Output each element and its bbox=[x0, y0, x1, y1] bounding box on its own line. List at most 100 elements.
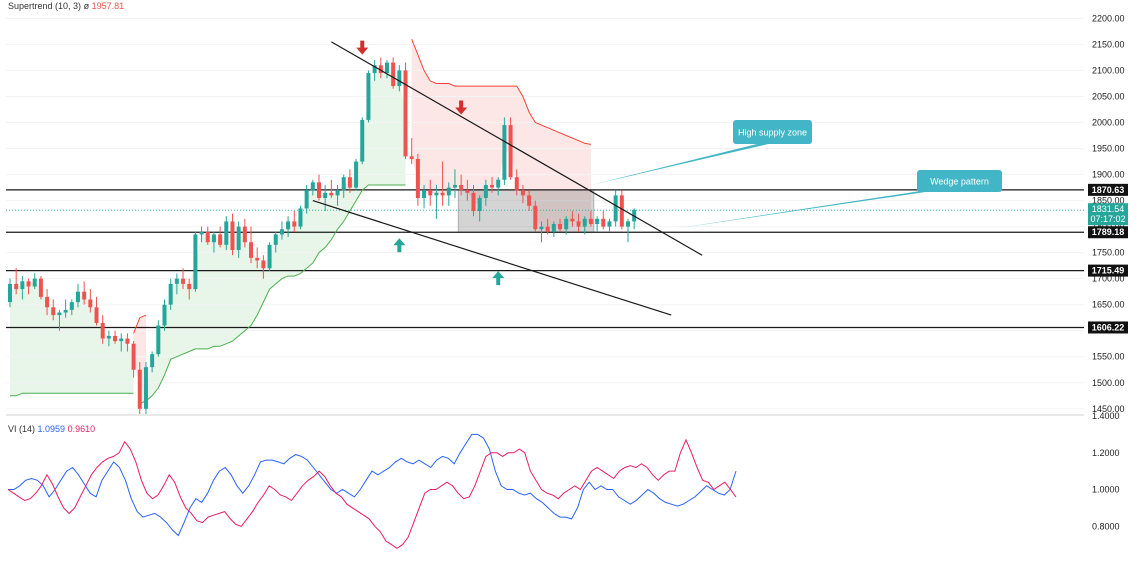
candle-body bbox=[224, 221, 229, 245]
candle-body bbox=[205, 231, 210, 243]
supertrend-line bbox=[411, 39, 591, 145]
sell-arrow-icon bbox=[455, 100, 468, 115]
supertrend-fill bbox=[133, 315, 146, 390]
vi-plus-line bbox=[8, 433, 737, 537]
candle-body bbox=[323, 192, 328, 198]
vi-minus-legend-value: 0.9610 bbox=[67, 424, 96, 434]
callout-text: High supply zone bbox=[738, 128, 807, 138]
candle-body bbox=[520, 190, 525, 196]
candle-body bbox=[310, 182, 315, 191]
supertrend-fill bbox=[139, 67, 406, 404]
candle-body bbox=[51, 307, 56, 316]
candle-body bbox=[619, 195, 624, 227]
supertrend-legend-value: 1957.81 bbox=[91, 1, 125, 11]
supertrend-line bbox=[133, 314, 147, 334]
vi-tick-label: 1.0000 bbox=[1092, 485, 1120, 495]
candle-body bbox=[187, 283, 192, 290]
price-tick-label: 2050.00 bbox=[1092, 91, 1125, 101]
candle-body bbox=[446, 187, 451, 196]
candle-body bbox=[255, 257, 260, 261]
candle-body bbox=[75, 291, 80, 303]
countdown-label: 07:17:02 bbox=[1090, 214, 1125, 224]
supertrend-line bbox=[10, 392, 134, 397]
candle-body bbox=[533, 205, 538, 230]
candle-body bbox=[366, 73, 371, 120]
candle-body bbox=[304, 190, 309, 209]
vi-tick-label: 0.8000 bbox=[1092, 521, 1120, 531]
level-tag bbox=[1088, 264, 1128, 277]
candle-body bbox=[162, 304, 167, 326]
callout-pointer bbox=[590, 142, 777, 185]
consolidation-zone bbox=[457, 189, 595, 233]
candle-body bbox=[595, 218, 600, 225]
consolidation-box-layer bbox=[457, 189, 595, 233]
vi-plus-legend-value: 1.0959 bbox=[37, 424, 66, 434]
candle-body bbox=[45, 296, 50, 308]
vi-legend[interactable]: VI (14) 1.0959 0.9610 bbox=[8, 424, 95, 434]
supertrend-layer bbox=[10, 39, 591, 405]
candle-body bbox=[113, 335, 118, 342]
candle-body bbox=[490, 184, 495, 188]
wedge-line bbox=[331, 41, 703, 256]
last-price-tag bbox=[1088, 203, 1128, 226]
candle-body bbox=[613, 195, 618, 222]
candle-body bbox=[514, 177, 519, 191]
supertrend-legend-name: Supertrend (10, 3) bbox=[8, 1, 82, 11]
candle-body bbox=[483, 184, 488, 198]
candle-body bbox=[564, 218, 569, 230]
horizontal-levels-layer bbox=[6, 189, 1084, 329]
candle-body bbox=[545, 226, 550, 232]
candle-body bbox=[236, 226, 241, 251]
level-tag-label: 1606.22 bbox=[1092, 322, 1125, 332]
candle-body bbox=[391, 62, 396, 87]
callouts-layer: High supply zone Wedge pattern bbox=[590, 120, 1002, 230]
candle-body bbox=[181, 278, 186, 284]
candle-body bbox=[317, 182, 321, 198]
candle-body bbox=[607, 221, 612, 227]
candle-body bbox=[471, 192, 476, 211]
grid-layer bbox=[6, 17, 1084, 416]
candle-body bbox=[452, 184, 457, 188]
price-tick-label: 2000.00 bbox=[1092, 118, 1125, 128]
candle-body bbox=[576, 221, 581, 227]
wedge-lines-layer bbox=[312, 41, 703, 316]
candle-body bbox=[539, 226, 544, 230]
supertrend-legend[interactable]: Supertrend (10, 3) ø 1957.81 bbox=[8, 1, 124, 11]
vi-tick-label: 1.4000 bbox=[1092, 411, 1120, 421]
candle-body bbox=[558, 224, 563, 230]
candle-body bbox=[106, 335, 111, 339]
candle-body bbox=[63, 309, 68, 313]
sell-arrow-icon bbox=[356, 40, 369, 55]
candle-body bbox=[32, 278, 37, 287]
supertrend-fill-layer bbox=[10, 39, 591, 404]
callout-pointer bbox=[671, 190, 939, 230]
candle-body bbox=[508, 125, 513, 178]
buy-arrow-icon bbox=[492, 271, 505, 286]
price-tick-label: 1550.00 bbox=[1092, 352, 1125, 362]
candle-body bbox=[242, 226, 247, 243]
candle-body bbox=[38, 278, 43, 297]
candle-body bbox=[26, 281, 31, 287]
price-tick-label: 1700.00 bbox=[1092, 274, 1125, 284]
callout-box[interactable] bbox=[733, 120, 812, 144]
vi-minus-line bbox=[7, 438, 737, 549]
candle-body bbox=[347, 177, 352, 188]
candle-body bbox=[527, 195, 532, 206]
candle-body bbox=[434, 192, 439, 196]
level-tag bbox=[1088, 183, 1128, 196]
candle-body bbox=[199, 231, 204, 235]
callout-text: Wedge pattern bbox=[930, 177, 989, 187]
vi-legend-name: VI (14) bbox=[8, 424, 36, 434]
candle-body bbox=[193, 234, 198, 290]
supertrend-fill bbox=[10, 282, 134, 396]
last-price-label: 1831.54 bbox=[1092, 204, 1125, 214]
candle-body bbox=[428, 190, 433, 196]
candle-body bbox=[230, 221, 235, 251]
candle-body bbox=[440, 192, 445, 196]
callout-box[interactable] bbox=[917, 170, 1002, 192]
vi-tick-label: 1.2000 bbox=[1092, 448, 1120, 458]
supertrend-legend-symbol: ø bbox=[83, 1, 90, 11]
candle-body bbox=[8, 283, 12, 303]
candle-body bbox=[496, 179, 501, 188]
